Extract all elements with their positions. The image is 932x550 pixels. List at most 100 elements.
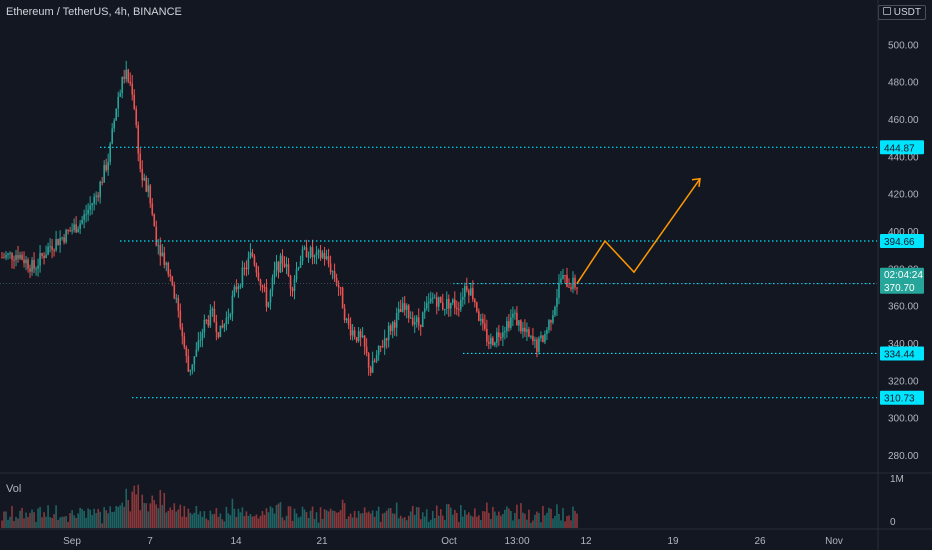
volume-bar [219, 513, 222, 528]
volume-bar [303, 509, 306, 528]
volume-bar [87, 508, 89, 528]
candle-body [193, 356, 196, 365]
candle-body [29, 268, 31, 272]
candle-body [273, 270, 276, 278]
candle-body [219, 325, 222, 338]
volume-bar [335, 512, 338, 528]
candle-body [297, 267, 300, 270]
candle-body [474, 299, 476, 303]
volume-bar [488, 512, 490, 528]
volume-bar [383, 512, 386, 528]
candle-body [49, 246, 51, 248]
candle-body [470, 288, 472, 296]
volume-bar [259, 515, 262, 528]
volume-bar [201, 516, 204, 528]
candle-body [281, 255, 284, 264]
candle-body [423, 308, 426, 313]
volume-bar [7, 519, 9, 528]
volume-bar [61, 516, 63, 528]
volume-bar [221, 519, 224, 528]
candle-body [155, 226, 158, 246]
candle-body [528, 329, 530, 337]
y-axis-tick-label: 340.00 [888, 339, 919, 350]
volume-bar [63, 516, 65, 528]
level-price-label: 334.44 [884, 349, 915, 360]
volume-bar [560, 520, 562, 528]
candle-body [399, 309, 402, 312]
candle-body [315, 251, 318, 256]
volume-bar [568, 515, 570, 528]
volume-bar [401, 518, 404, 528]
candle-body [177, 298, 180, 311]
volume-bar [251, 516, 254, 528]
candle-body [353, 330, 356, 338]
volume-bar [11, 505, 13, 528]
candle-body [153, 214, 156, 227]
volume-bar [510, 511, 512, 528]
volume-bar [526, 519, 528, 528]
candle-body [389, 325, 392, 332]
level-price-tag [880, 140, 924, 155]
volume-bar [89, 509, 91, 528]
candle-body [151, 203, 154, 215]
volume-bar [235, 516, 238, 528]
candle-body [327, 256, 330, 264]
volume-bar [293, 508, 296, 528]
candle-body [453, 299, 456, 308]
candle-body [542, 335, 544, 343]
volume-bar [512, 520, 514, 528]
volume-bar [403, 517, 406, 528]
volume-bar [23, 518, 25, 528]
candle-body [71, 230, 73, 232]
candle-body [5, 254, 7, 258]
volume-bar [285, 515, 288, 528]
volume-bar [301, 506, 304, 528]
candle-body [51, 246, 53, 250]
candle-body [516, 312, 518, 326]
candle-body [508, 321, 510, 328]
candle-body [149, 185, 152, 204]
volume-bar [43, 512, 45, 528]
volume-bar [381, 513, 384, 528]
volume-bar [283, 520, 286, 528]
volume-bar [213, 513, 216, 528]
candle-body [197, 340, 200, 350]
candle-body [15, 255, 17, 261]
volume-bar [359, 513, 362, 528]
volume-bar [1, 520, 3, 528]
volume-bar [462, 516, 464, 528]
volume-bar [385, 510, 388, 528]
volume-bar [391, 513, 394, 528]
volume-bar [77, 513, 79, 528]
candle-body [117, 96, 120, 109]
volume-bar [85, 517, 87, 528]
volume-bar [177, 509, 180, 528]
candle-body [79, 223, 81, 230]
candle-body [488, 341, 490, 344]
candle-body [447, 299, 450, 309]
volume-bar [500, 515, 502, 528]
candle-body [295, 269, 298, 280]
volume-bar [289, 506, 292, 528]
candle-body [279, 255, 282, 273]
candle-body [21, 254, 23, 260]
candle-body [309, 247, 312, 257]
volume-bar [411, 505, 414, 528]
candle-body [257, 272, 260, 280]
volume-bar [349, 513, 352, 528]
volume-bar [449, 507, 452, 528]
candle-body [97, 195, 99, 198]
volume-bar [357, 511, 360, 528]
volume-bar [395, 502, 398, 528]
volume-bar [375, 510, 378, 528]
y-axis-tick-label: 300.00 [888, 414, 919, 425]
candle-body [385, 338, 388, 341]
candle-body [115, 108, 117, 121]
volume-bar [445, 504, 448, 528]
volume-bar [133, 485, 136, 528]
volume-bar [245, 511, 248, 528]
volume-bar [532, 520, 534, 528]
last-price-tag [880, 267, 924, 294]
volume-bar [502, 513, 504, 528]
